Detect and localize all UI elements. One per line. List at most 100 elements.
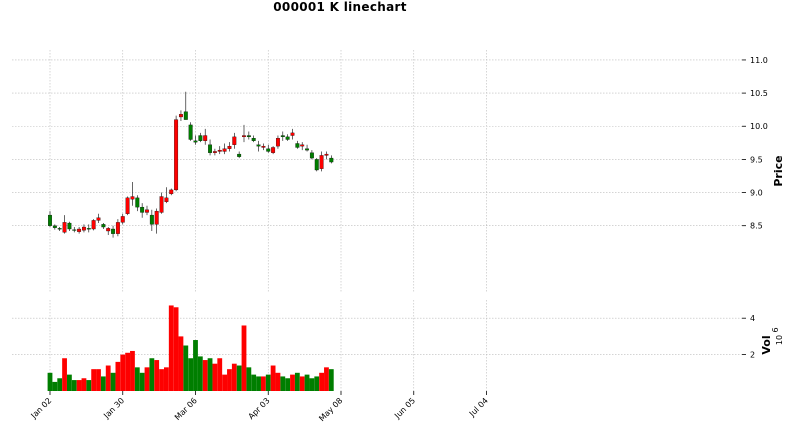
candle-body — [72, 229, 77, 231]
candle-body — [140, 206, 145, 213]
x-tick-label: Jul 04 — [467, 396, 490, 419]
price-tick-label: 9.5 — [750, 155, 763, 164]
candle-body — [154, 210, 159, 225]
price-tick-label: 10.5 — [750, 89, 768, 98]
candle-body — [280, 135, 285, 138]
candle-body — [159, 196, 164, 213]
candle-body — [266, 148, 271, 152]
volume-bar — [105, 365, 111, 391]
candle-body — [193, 140, 198, 143]
candle-body — [232, 136, 237, 145]
candle-body — [208, 144, 212, 153]
candle-body — [290, 132, 295, 136]
volume-bar — [52, 381, 58, 391]
volume-bar — [261, 376, 266, 391]
volume-bar — [328, 369, 334, 391]
candle-body — [212, 151, 217, 153]
candle-body — [217, 149, 222, 152]
candle-body — [237, 153, 242, 157]
candle-body — [96, 217, 101, 221]
candle-body — [57, 228, 62, 230]
candle-body — [145, 209, 149, 213]
volume-bar — [139, 372, 145, 391]
candle-body — [285, 136, 290, 140]
candle-body — [251, 138, 256, 141]
volume-bar — [67, 374, 72, 391]
volume-tick-label: 2 — [750, 351, 755, 360]
volume-bar — [183, 345, 189, 391]
price-tick-label: 10.0 — [750, 122, 768, 131]
candle-body — [329, 157, 334, 163]
candle-body — [135, 197, 140, 208]
candle-body — [111, 228, 115, 234]
volume-bar — [270, 365, 276, 391]
candle-body — [125, 197, 130, 214]
candle-body — [82, 226, 86, 231]
volume-bar — [47, 372, 53, 391]
volume-bar — [164, 367, 169, 391]
volume-bar — [280, 376, 286, 391]
volume-bar — [125, 352, 130, 391]
price-tick-label: 8.5 — [750, 222, 763, 231]
volume-bar — [275, 372, 281, 391]
candle-body — [309, 152, 314, 159]
volume-tick-label: 4 — [750, 314, 755, 323]
candle-body — [324, 153, 329, 156]
volume-bar — [173, 307, 179, 391]
chart-title: 000001 K linechart — [273, 0, 407, 14]
volume-bar — [86, 380, 92, 391]
volume-bar — [144, 367, 150, 391]
volume-bar — [212, 363, 218, 391]
candle-body — [222, 148, 227, 152]
candle-body — [198, 135, 203, 141]
candle-body — [314, 159, 319, 171]
volume-bar — [265, 374, 271, 391]
candle-body — [130, 196, 135, 200]
volume-bar — [227, 369, 232, 391]
volume-bar — [178, 336, 184, 391]
volume-bar — [299, 376, 305, 391]
x-tick-label: Jan 02 — [29, 396, 54, 421]
volume-bar — [314, 376, 320, 391]
candle-body — [183, 111, 188, 120]
candle-body — [305, 148, 309, 151]
candle-body — [295, 143, 300, 148]
volume-bar — [91, 369, 97, 391]
candle-body — [178, 114, 183, 118]
price-axis-label: Price — [772, 155, 785, 186]
volume-bar — [236, 365, 242, 391]
volume-bar — [231, 363, 237, 391]
volume-bar — [294, 372, 300, 391]
volume-bar — [115, 361, 121, 391]
volume-bar — [71, 380, 77, 391]
volume-bar — [241, 325, 247, 391]
candle-body — [169, 189, 174, 195]
candle-body — [227, 145, 232, 149]
candle-body — [261, 145, 266, 148]
candle-body — [101, 224, 106, 228]
volume-bar — [110, 372, 116, 391]
volume-bar — [324, 367, 329, 391]
candle-body — [188, 124, 193, 140]
volume-bar — [309, 378, 315, 391]
x-tick-label: Apr 03 — [247, 396, 272, 421]
volume-bar — [76, 380, 82, 391]
volume-bar — [251, 374, 257, 391]
x-tick-label: Jun 05 — [392, 396, 417, 421]
x-tick-label: May 08 — [317, 396, 344, 423]
candle-body — [77, 228, 82, 232]
volume-bar — [217, 358, 223, 391]
candle-body — [115, 222, 120, 234]
volume-bar — [57, 378, 63, 391]
volume-bar — [130, 350, 135, 391]
candle-body — [271, 147, 276, 153]
volume-bar — [159, 369, 164, 391]
candle-body — [256, 144, 261, 147]
candle-body — [149, 214, 154, 225]
x-tick-label: Mar 06 — [173, 396, 199, 422]
volume-bar — [285, 378, 291, 391]
candle-body — [67, 222, 72, 230]
volume-bar — [256, 376, 261, 391]
volume-bar — [207, 358, 213, 391]
